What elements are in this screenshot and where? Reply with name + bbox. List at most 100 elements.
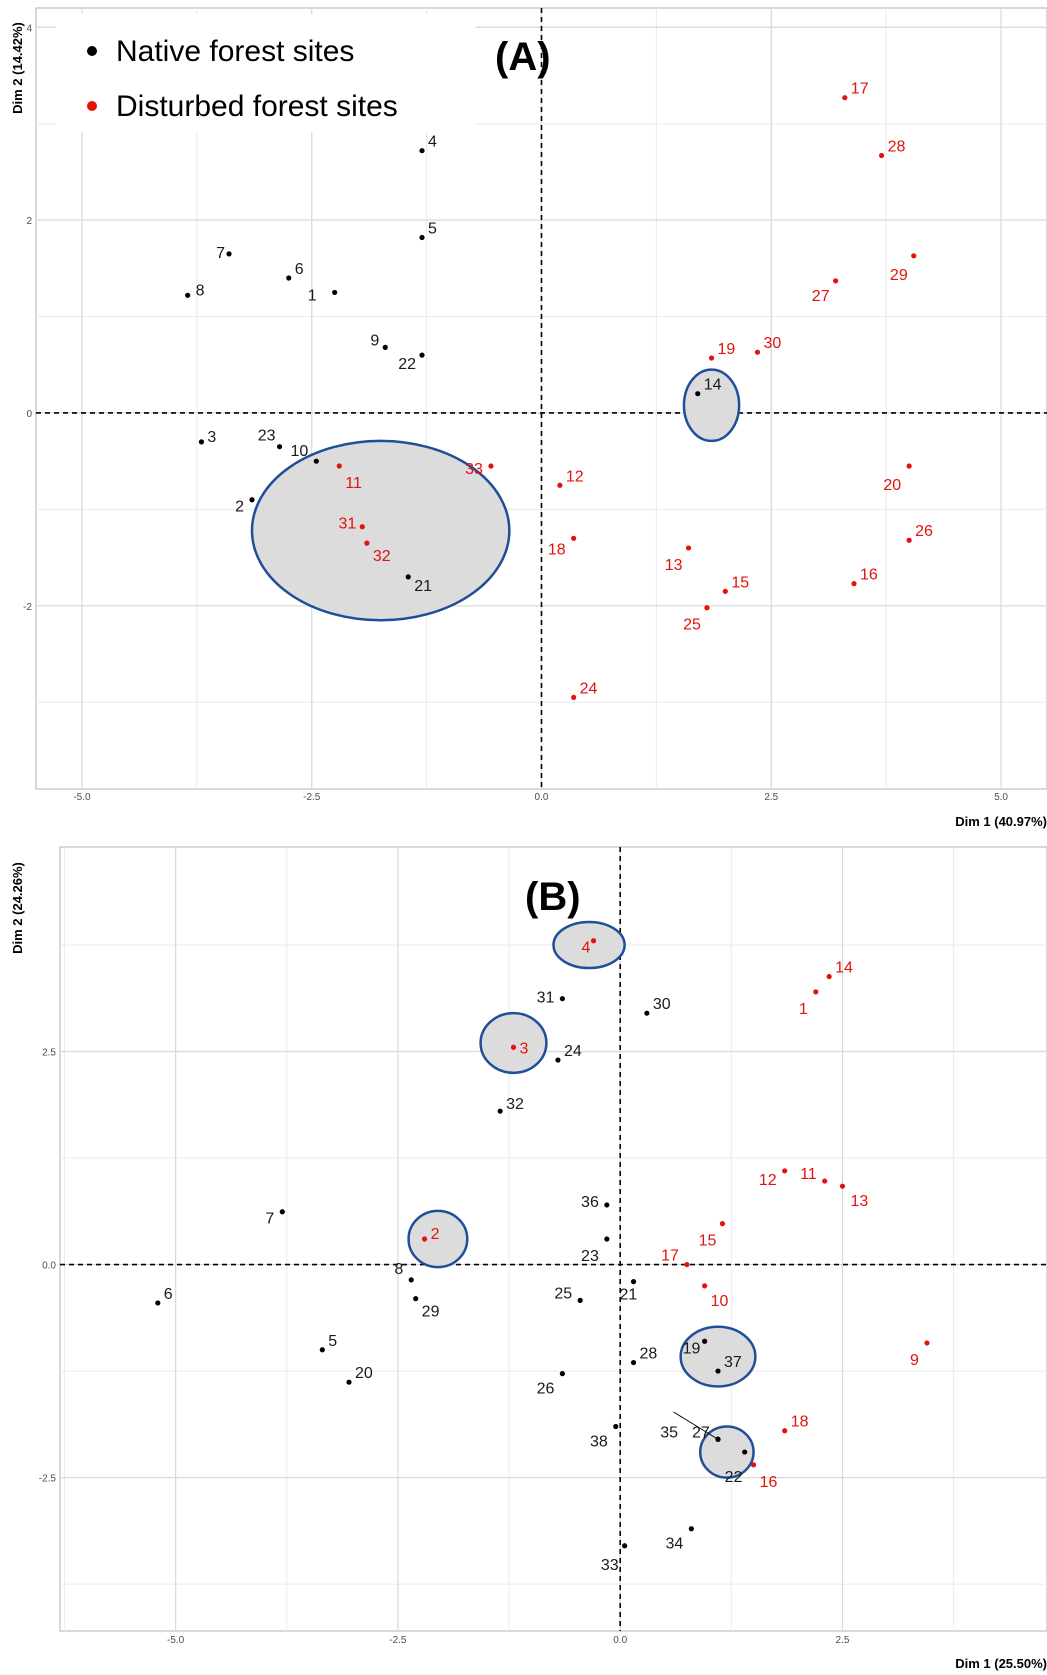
point-label: 10 [291,443,309,460]
data-point [754,349,761,355]
point-label: 14 [704,377,722,394]
data-point [419,234,425,241]
x-tick-label: 0.0 [613,1635,627,1646]
x-tick-label: 2.5 [836,1635,850,1646]
point-label: 12 [566,468,584,485]
point-label: 2 [235,499,244,516]
data-point [276,444,283,450]
legend-native-label: Native forest sites [116,35,354,68]
point-label: 16 [760,1474,778,1491]
point-label: 9 [910,1352,919,1369]
point-label: 24 [580,680,598,697]
data-point [839,1183,846,1189]
data-point [719,1221,726,1227]
point-label: 22 [725,1469,743,1486]
data-point [590,938,597,944]
data-point [555,1057,561,1063]
data-point [382,344,388,350]
data-point [319,1347,325,1353]
data-point [878,152,885,159]
point-label: 8 [394,1261,403,1278]
data-point [336,463,342,469]
data-point [279,1209,285,1215]
panel-a-letter: (A) [495,35,551,79]
data-point [405,574,411,580]
data-point [782,1428,788,1434]
y-tick-label: 2 [26,216,32,227]
data-point [571,535,577,541]
x-tick-label: 0.0 [535,792,549,803]
data-point [419,148,425,154]
point-label: 7 [216,245,225,262]
data-point [851,581,857,587]
point-label: 32 [506,1096,524,1113]
point-label: 37 [724,1354,742,1371]
data-point [557,482,563,488]
data-point [510,1044,517,1050]
point-label: 29 [422,1304,440,1321]
data-point [826,973,832,980]
data-point [604,1202,610,1208]
data-point [559,996,565,1002]
panel-b: 5678192021222324252627282930313233343536… [10,846,1047,1671]
panel-b-y-axis-title: Dim 2 (24.26%) [10,862,25,954]
point-label: 1 [308,287,317,304]
panel-b-x-axis-title: Dim 1 (25.50%) [955,1656,1047,1671]
data-point [722,588,728,594]
highlight-ellipse [679,1325,757,1388]
highlight-ellipse [479,1011,548,1075]
data-point [226,251,232,257]
point-label: 19 [683,1340,701,1357]
y-tick-label: 0 [26,409,32,420]
data-point [488,463,494,469]
point-label: 23 [258,428,276,445]
point-label: 5 [328,1333,337,1350]
data-point [604,1236,610,1242]
point-label: 4 [428,134,437,151]
point-label: 28 [640,1346,658,1363]
data-point [906,537,912,543]
point-label: 2 [431,1226,440,1243]
panel-b-background [59,846,1047,1632]
y-tick-label: -2.5 [39,1474,57,1485]
point-label: 33 [601,1557,619,1574]
point-label: 15 [699,1233,717,1250]
data-point [750,1462,757,1468]
data-point [906,463,912,469]
point-label: 1 [799,1001,808,1018]
point-label: 9 [370,332,379,349]
y-tick-label: 4 [26,23,32,34]
data-point [742,1449,748,1455]
point-label: 30 [653,996,671,1013]
data-point [577,1297,583,1303]
legend: Native forest sites Disturbed forest sit… [56,14,476,132]
point-label: 35 [660,1424,678,1441]
panel-b-reference-lines [60,847,1047,1631]
data-point [346,1379,352,1385]
panel-a-x-axis-title: Dim 1 (40.97%) [955,814,1047,829]
panel-a-y-axis-title: Dim 2 (14.42%) [10,22,25,114]
x-tick-label: 5.0 [994,792,1008,803]
data-point [419,352,425,358]
data-point [332,289,338,296]
point-label: 21 [414,578,432,595]
data-point [613,1423,619,1430]
point-label: 30 [763,335,781,352]
data-point [704,605,710,611]
highlight-ellipse [552,920,626,970]
panel-b-ellipses [407,920,757,1479]
data-point [421,1236,428,1242]
data-point [313,458,319,464]
data-point [813,989,819,995]
y-tick-label: 2.5 [42,1048,56,1059]
panel-a-ellipses [250,368,741,622]
data-point [497,1108,503,1114]
point-label: 15 [731,574,749,591]
point-label: 34 [666,1536,684,1553]
data-point [185,292,191,298]
highlight-ellipse [698,1425,755,1479]
data-point [702,1338,708,1344]
